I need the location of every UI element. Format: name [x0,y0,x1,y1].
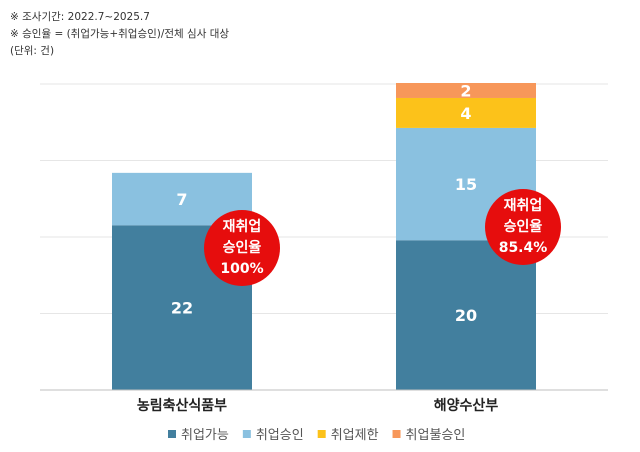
x-tick-label: 농림축산식품부 [137,397,227,414]
bar-segment [396,83,536,98]
bar-value-label: 4 [460,104,471,123]
approval-rate-text: 재취업 [504,198,543,214]
legend-swatch [168,430,176,438]
approval-rate-badge [204,210,280,286]
approval-rate-text: 승인율 [223,239,262,256]
legend-label: 취업가능 [181,428,229,443]
bar-value-label: 7 [176,190,187,209]
approval-rate-text: 100% [220,261,263,277]
legend-swatch [317,430,326,438]
bar-segment [396,240,536,390]
legend-swatch [242,430,251,438]
approval-rate-badge [485,189,561,265]
bar-value-label: 2 [460,81,471,100]
approval-rate-text: 재취업 [223,219,262,235]
chart-notes: ※ 조사기간: 2022.7~2025.7 ※ 승인율 = (취업가능+취업승인… [10,9,229,60]
approval-rate-text: 85.4% [499,240,548,256]
survey-period-note: ※ 조사기간: 2022.7~2025.7 [10,11,150,23]
approval-rate-definition-note: ※ 승인율 = (취업가능+취업승인)/전체 심사 대상 [10,28,230,40]
unit-note: (단위: 건) [10,45,55,57]
legend-swatch [392,430,401,438]
bar-value-label: 22 [171,299,193,318]
bar-segment [396,97,536,128]
legend-label: 취업불승인 [406,428,466,443]
bar-value-label: 20 [455,306,477,325]
approval-rate-text: 승인율 [504,218,543,235]
legend-label: 취업승인 [256,428,304,443]
bar-value-label: 15 [455,175,477,194]
legend-label: 취업제한 [331,428,379,443]
x-tick-label: 해양수산부 [434,397,499,414]
